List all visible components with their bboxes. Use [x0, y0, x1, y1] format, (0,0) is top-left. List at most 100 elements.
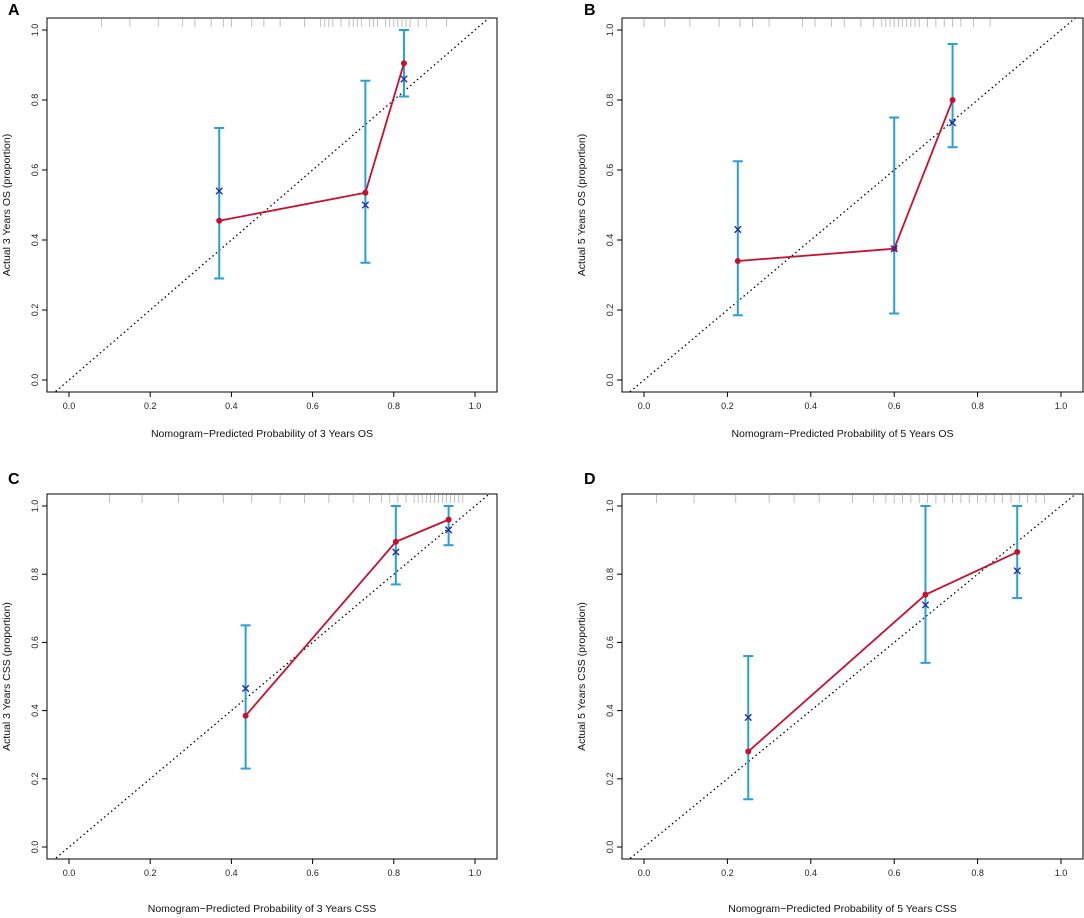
x-tick-label: 0.6 — [888, 401, 901, 411]
plot-area — [628, 18, 1077, 392]
observed-marker — [400, 75, 408, 83]
observed-marker — [444, 526, 453, 534]
y-tick-label: 1.0 — [605, 24, 615, 37]
y-tick-label: 0.2 — [605, 773, 615, 786]
y-tick-label: 0.0 — [605, 374, 615, 387]
x-tick-label: 0.0 — [638, 868, 651, 878]
plot-frame — [46, 17, 498, 393]
x-tick-label: 0.2 — [721, 401, 734, 411]
y-tick-label: 0.0 — [30, 374, 40, 387]
y-tick-label: 0.6 — [30, 636, 40, 649]
x-tick-label: 0.0 — [63, 401, 76, 411]
calibration-line — [244, 518, 449, 717]
x-tick-label: 0.4 — [225, 401, 238, 411]
plot-frame — [621, 17, 1084, 393]
panel-label: A — [8, 2, 20, 19]
calibration-chart: 0.0 0.0 0.2 0.2 0.4 0.4 0.6 0.6 0.8 0.8 1.0 1.0 Nomo… — [576, 493, 1084, 915]
observed-marker — [241, 684, 250, 693]
observed-marker — [744, 713, 752, 722]
x-tick-label: 0.4 — [805, 401, 818, 411]
y-tick-label: 1.0 — [30, 24, 40, 37]
panel-label: C — [8, 471, 20, 488]
reference-line — [628, 494, 1077, 859]
plot-frame — [621, 493, 1084, 860]
observed-marker — [948, 119, 957, 127]
x-tick-label: 0.2 — [144, 868, 157, 878]
plot-area — [628, 494, 1077, 859]
x-tick-label: 1.0 — [469, 868, 482, 878]
calibration-chart: 0.0 0.0 0.2 0.2 0.4 0.4 0.6 0.6 0.8 0.8 1.0 1.0 Nomo… — [1, 493, 498, 915]
y-tick-label: 0.4 — [605, 234, 615, 247]
x-tick-label: 0.0 — [63, 868, 76, 878]
panel-c: C 0.0 0.0 0.2 0.2 0.4 0.4 0.6 0.6 0.8 0.8 1.0 1.0 No… — [0, 459, 542, 918]
predicted-point — [745, 748, 752, 755]
predicted-point — [216, 217, 223, 224]
x-tick-label: 0.4 — [805, 868, 818, 878]
observed-marker — [361, 201, 370, 209]
panel-a: A 0.0 0.0 0.2 0.2 0.4 0.4 0.6 0.6 0.8 0.8 1.0 1.0 No… — [0, 0, 542, 459]
calibration-line — [747, 551, 1018, 753]
predicted-point — [734, 258, 741, 264]
x-tick-label: 0.8 — [388, 868, 401, 878]
predicted-point — [362, 189, 369, 196]
predicted-point — [392, 538, 399, 545]
x-tick-label: 0.0 — [638, 401, 651, 411]
calibration-line — [737, 99, 954, 262]
y-tick-label: 0.8 — [30, 568, 40, 581]
x-axis-label: Nomogram−Predicted Probability of 5 Year… — [728, 903, 957, 915]
y-axis-label: Actual 3 Years CSS (proportion) — [1, 602, 13, 751]
predicted-point — [1014, 549, 1021, 556]
y-tick-label: 0.2 — [605, 304, 615, 317]
y-tick-label: 0.4 — [30, 234, 40, 247]
y-tick-label: 0.8 — [605, 94, 615, 107]
plot-area — [54, 18, 490, 392]
y-tick-label: 1.0 — [605, 500, 615, 513]
observed-marker — [890, 245, 898, 253]
y-tick-label: 0.6 — [605, 636, 615, 649]
y-tick-label: 0.6 — [30, 164, 40, 177]
observed-marker — [734, 225, 742, 234]
y-tick-label: 0.0 — [605, 841, 615, 854]
observed-marker — [1013, 567, 1021, 575]
panel-d: D 0.0 0.0 0.2 0.2 0.4 0.4 0.6 0.6 0.8 0.8 1.0 1.0 No… — [542, 459, 1084, 918]
predicted-point — [445, 516, 452, 523]
x-axis-label: Nomogram−Predicted Probability of 5 Year… — [731, 428, 953, 440]
plot-frame — [46, 493, 498, 860]
observed-marker — [921, 601, 930, 609]
x-tick-label: 1.0 — [1055, 401, 1068, 411]
reference-line — [54, 18, 490, 392]
x-tick-label: 0.6 — [306, 401, 319, 411]
x-tick-label: 0.2 — [144, 401, 157, 411]
predicted-point — [922, 591, 929, 598]
y-axis-label: Actual 5 Years CSS (proportion) — [576, 602, 588, 751]
y-tick-label: 0.8 — [605, 568, 615, 581]
y-tick-label: 0.6 — [605, 164, 615, 177]
y-axis-label: Actual 3 Years OS (proportion) — [1, 134, 13, 276]
panel-b: B 0.0 0.0 0.2 0.2 0.4 0.4 0.6 0.6 0.8 0.8 1.0 1.0 No… — [542, 0, 1084, 459]
reference-line — [628, 18, 1077, 392]
x-tick-label: 0.6 — [306, 868, 319, 878]
y-axis-label: Actual 5 Years OS (proportion) — [576, 134, 588, 276]
observed-marker — [392, 548, 400, 556]
x-tick-label: 0.4 — [225, 868, 238, 878]
y-tick-label: 1.0 — [30, 500, 40, 513]
y-tick-label: 0.4 — [30, 704, 40, 717]
x-tick-label: 0.8 — [388, 401, 401, 411]
predicted-point — [400, 60, 407, 67]
x-axis-label: Nomogram−Predicted Probability of 3 Year… — [148, 903, 377, 915]
predicted-point — [949, 97, 956, 103]
panel-label: D — [584, 471, 596, 488]
plot-area — [53, 494, 491, 859]
predicted-point — [242, 712, 249, 719]
x-tick-label: 0.2 — [721, 868, 734, 878]
x-tick-label: 0.8 — [971, 401, 984, 411]
y-tick-label: 0.0 — [30, 841, 40, 854]
calibration-line — [219, 62, 405, 222]
x-tick-label: 1.0 — [469, 401, 482, 411]
panel-label: B — [584, 2, 596, 19]
y-tick-label: 0.8 — [30, 94, 40, 107]
x-axis-label: Nomogram−Predicted Probability of 3 Year… — [151, 428, 373, 440]
calibration-chart: 0.0 0.0 0.2 0.2 0.4 0.4 0.6 0.6 0.8 0.8 1.0 1.0 Nomo… — [1, 17, 498, 440]
x-tick-label: 0.6 — [888, 868, 901, 878]
x-tick-label: 0.8 — [971, 868, 984, 878]
